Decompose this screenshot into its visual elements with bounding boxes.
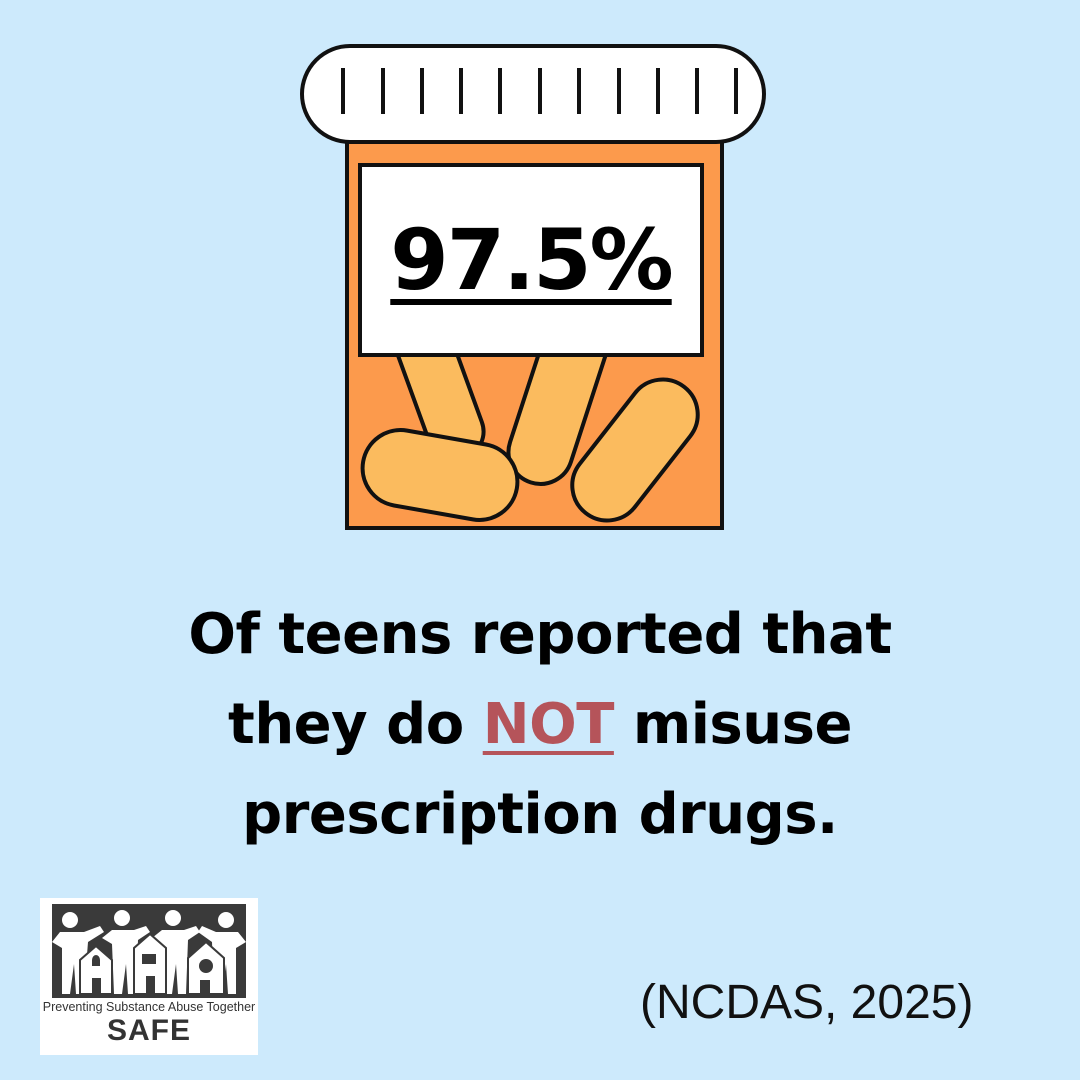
headline-line-2: they do NOT misuse (90, 680, 990, 770)
logo-name: SAFE (106, 1014, 191, 1047)
pill-bottle-icon (300, 44, 766, 530)
headline-line-2-start: they do (228, 692, 483, 757)
headline-emphasis: NOT (482, 692, 615, 757)
safe-logo: Preventing Substance Abuse Together SAFE (40, 898, 258, 1055)
people-houses-icon (52, 904, 246, 998)
cap-ridges (341, 68, 738, 114)
headline: Of teens reported that they do NOT misus… (90, 590, 990, 860)
logo-tagline: Preventing Substance Abuse Together (42, 1000, 256, 1014)
stat-value: 97.5% (390, 211, 673, 309)
pill-icon (360, 428, 520, 522)
bottle-cap (300, 44, 766, 144)
citation: (NCDAS, 2025) (640, 976, 974, 1029)
headline-line-3: prescription drugs. (242, 782, 838, 847)
headline-line-2-end: misuse (613, 692, 853, 757)
pill-icon (570, 377, 700, 523)
bottle-label (358, 163, 704, 357)
headline-line-1: Of teens reported that (188, 602, 892, 667)
pills (360, 294, 700, 523)
